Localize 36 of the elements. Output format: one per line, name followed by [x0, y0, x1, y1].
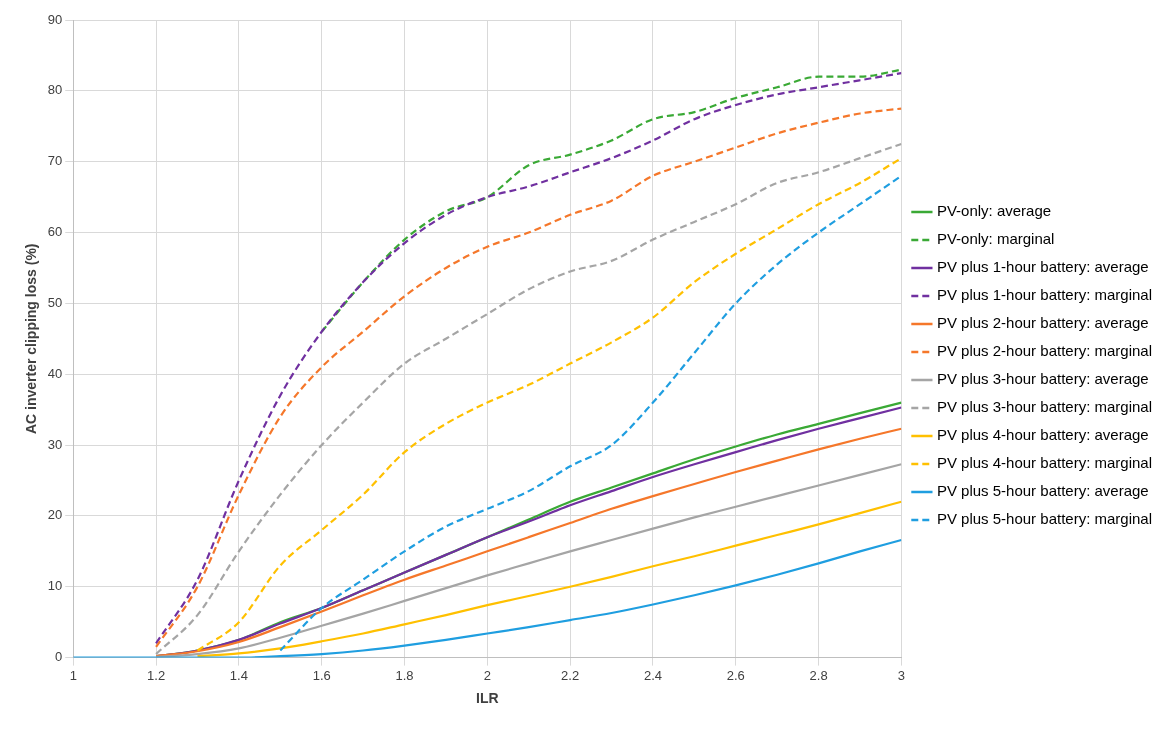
- x-tick-label: 1.2: [147, 667, 166, 683]
- y-tick-label: 0: [55, 649, 63, 665]
- x-tick-label: 2.2: [561, 667, 580, 683]
- legend-label: PV plus 1-hour battery: marginal: [936, 286, 1152, 304]
- y-tick-label: 80: [47, 82, 63, 98]
- x-tick-label: 2.4: [643, 667, 662, 683]
- line-series: [196, 500, 902, 658]
- x-axis-title: ILR: [476, 690, 499, 707]
- y-tick-label: 20: [47, 507, 63, 523]
- x-tick-label: 1.6: [312, 667, 331, 683]
- legend-label: PV plus 2-hour battery: marginal: [936, 342, 1152, 360]
- legend-label: PV plus 4-hour battery: average: [936, 426, 1149, 444]
- x-tick-label: 2.8: [809, 667, 828, 683]
- x-tick-label: 2: [483, 667, 491, 683]
- legend-label: PV-only: marginal: [936, 230, 1055, 248]
- x-tick-label: 1.8: [395, 667, 414, 683]
- legend-label: PV plus 3-hour battery: marginal: [936, 398, 1152, 416]
- legend-label: PV plus 4-hour battery: marginal: [936, 454, 1152, 472]
- legend-label: PV plus 3-hour battery: average: [936, 370, 1149, 388]
- y-tick-label: 40: [47, 365, 63, 381]
- x-tick-label: 2.6: [726, 667, 745, 683]
- y-tick-label: 70: [47, 153, 63, 169]
- legend-label: PV plus 2-hour battery: average: [936, 314, 1149, 332]
- y-tick-label: 60: [47, 224, 63, 240]
- x-tick-label: 1.4: [229, 667, 248, 683]
- x-tick-label: 1: [69, 667, 77, 683]
- y-tick-label: 10: [47, 578, 63, 594]
- y-tick-label: 90: [47, 11, 63, 27]
- y-axis-title: AC inverter clipping loss (%): [23, 243, 40, 435]
- legend-label: PV plus 5-hour battery: average: [936, 482, 1149, 500]
- y-tick-label: 30: [47, 436, 63, 452]
- legend-label: PV plus 1-hour battery: average: [936, 258, 1149, 276]
- y-tick-label: 50: [47, 294, 63, 310]
- legend-label: PV plus 5-hour battery: marginal: [936, 510, 1152, 528]
- x-tick-label: 3: [897, 667, 906, 683]
- legend-label: PV-only: average: [936, 202, 1052, 220]
